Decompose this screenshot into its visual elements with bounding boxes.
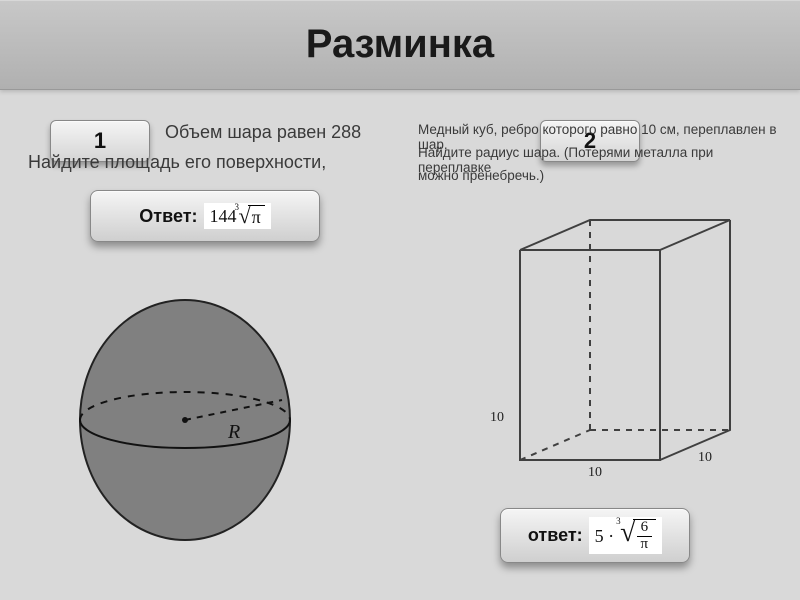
cube-root: 3 √ π [237,205,265,227]
sphere-diagram: R [60,280,310,560]
dim-label-front: 10 [588,465,602,481]
right-face [660,220,730,460]
root-index: 3 [616,517,621,526]
dim-label-left: 10 [490,410,504,426]
root-index: 3 [235,203,240,212]
coeff: 144 [210,207,237,225]
slide-content: 1 Объем шара равен 288 Найдите площадь е… [0,90,800,600]
top-face [520,220,730,250]
problem-2-answer-box: ответ: 5 · 3 √ 6 π [500,508,690,563]
radicand: π [248,205,265,227]
problem-2-text-line3: можно пренебречь.) [418,168,788,183]
radius-label: R [227,421,240,443]
problem-1-text-line1: Объем шара равен 288 [165,122,361,143]
radicand-fraction: 6 π [633,519,657,553]
hidden-edge-1 [520,430,590,460]
coeff: 5 · [595,527,615,545]
answer-label: Ответ: [139,206,197,227]
slide-title: Разминка [306,22,494,67]
fraction: 6 π [637,520,653,553]
cube-root: 3 √ 6 π [618,519,656,553]
problem-1-text-line2: Найдите площадь его поверхности, [28,152,326,173]
slide-header: Разминка [0,0,800,90]
frac-numerator: 6 [639,520,651,536]
problem-1-answer-box: Ответ: 144 3 √ π [90,190,320,242]
cuboid-svg [480,210,760,490]
problem-2-answer-formula: 5 · 3 √ 6 π [589,517,662,555]
cuboid-diagram: 10 10 10 [480,210,760,490]
problem-1-number: 1 [94,128,106,154]
sphere-svg: R [60,280,310,560]
frac-denominator: π [637,536,653,553]
problem-1-answer-formula: 144 3 √ π [204,203,271,229]
answer-label: ответ: [528,525,583,546]
dim-label-depth: 10 [698,450,712,466]
